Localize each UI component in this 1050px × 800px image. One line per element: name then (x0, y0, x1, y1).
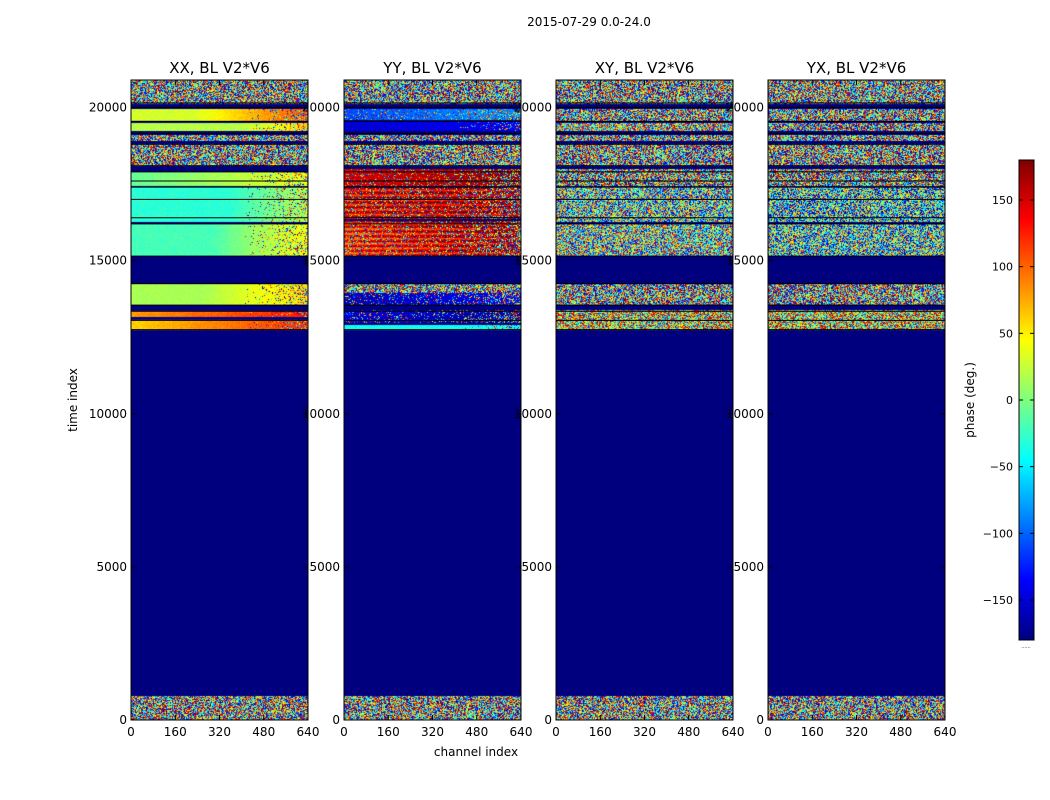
y-tick-label: 5000 (309, 560, 340, 574)
colorbar-label: phase (deg.) (963, 362, 977, 438)
x-axis-label: channel index (434, 745, 518, 759)
x-tick-label: 320 (633, 725, 656, 739)
y-tick-label: 15000 (302, 254, 340, 268)
x-tick-label: 320 (421, 725, 444, 739)
y-tick-label: 10000 (302, 407, 340, 421)
colorbar-tick-label: 150 (992, 194, 1013, 207)
y-tick-label: 20000 (514, 101, 552, 115)
x-tick-label: 480 (465, 725, 488, 739)
colorbar-tick-label: 50 (999, 327, 1013, 340)
colorbar-overflow-mark: ...... (1021, 644, 1031, 650)
x-tick-label: 0 (127, 725, 135, 739)
x-tick-label: 640 (934, 725, 957, 739)
y-tick-label: 5000 (521, 560, 552, 574)
panel-2-heatmap-image (344, 80, 521, 720)
panel-2-title: YY, BL V2*V6 (382, 59, 481, 77)
panel-1: XX, BL V2*V6 0 160 320 480 640 0 5000 10000 15000… (89, 59, 320, 739)
x-tick-label: 0 (340, 725, 348, 739)
y-axis-label: time index (66, 368, 80, 432)
x-tick-label: 160 (377, 725, 400, 739)
y-tick-label: 10000 (514, 407, 552, 421)
y-tick-label: 0 (544, 713, 552, 727)
y-tick-label: 20000 (726, 101, 764, 115)
x-tick-label: 0 (552, 725, 560, 739)
x-tick-label: 480 (889, 725, 912, 739)
x-tick-label: 160 (589, 725, 612, 739)
x-tick-label: 640 (297, 725, 320, 739)
x-tick-label: 640 (510, 725, 533, 739)
panel-4-heatmap-image (768, 80, 945, 720)
y-tick-label: 15000 (514, 254, 552, 268)
y-tick-label: 20000 (302, 101, 340, 115)
colorbar-tick-label: 100 (992, 261, 1013, 274)
y-tick-label: 20000 (89, 101, 127, 115)
panel-4-title: YX, BL V2*V6 (806, 59, 907, 77)
y-tick-label: 0 (332, 713, 340, 727)
panel-4: YX, BL V2*V6 0 160 320 480 640 0 5000 10000 15000… (726, 59, 957, 739)
x-tick-label: 0 (764, 725, 772, 739)
colorbar-tick-label: 0 (1006, 394, 1013, 407)
y-tick-label: 5000 (96, 560, 127, 574)
colorbar-tick-label: −150 (983, 594, 1013, 607)
figure-suptitle: 2015-07-29 0.0-24.0 (527, 15, 651, 29)
y-tick-label: 15000 (726, 254, 764, 268)
colorbar-tick-label: −100 (983, 527, 1013, 540)
panel-1-title: XX, BL V2*V6 (169, 59, 270, 77)
x-tick-label: 320 (845, 725, 868, 739)
x-tick-label: 160 (164, 725, 187, 739)
panel-3: XY, BL V2*V6 0 160 320 480 640 0 5000 10000 15000… (514, 59, 745, 739)
panel-3-title: XY, BL V2*V6 (595, 59, 695, 77)
panel-1-heatmap-image (131, 80, 308, 720)
y-tick-label: 5000 (733, 560, 764, 574)
x-tick-label: 480 (677, 725, 700, 739)
panel-2: YY, BL V2*V6 0 160 320 480 640 0 5000 10000 15000… (302, 59, 533, 739)
colorbar-tick-label: −50 (990, 461, 1013, 474)
x-tick-label: 320 (208, 725, 231, 739)
x-tick-label: 480 (252, 725, 275, 739)
x-tick-label: 640 (722, 725, 745, 739)
x-tick-label: 160 (801, 725, 824, 739)
y-tick-label: 10000 (89, 407, 127, 421)
y-tick-label: 0 (119, 713, 127, 727)
panel-3-heatmap-image (556, 80, 733, 720)
y-tick-label: 0 (756, 713, 764, 727)
y-tick-label: 10000 (726, 407, 764, 421)
colorbar: −150 −100 −50 0 50 100 150 (983, 159, 1035, 641)
y-tick-label: 15000 (89, 254, 127, 268)
